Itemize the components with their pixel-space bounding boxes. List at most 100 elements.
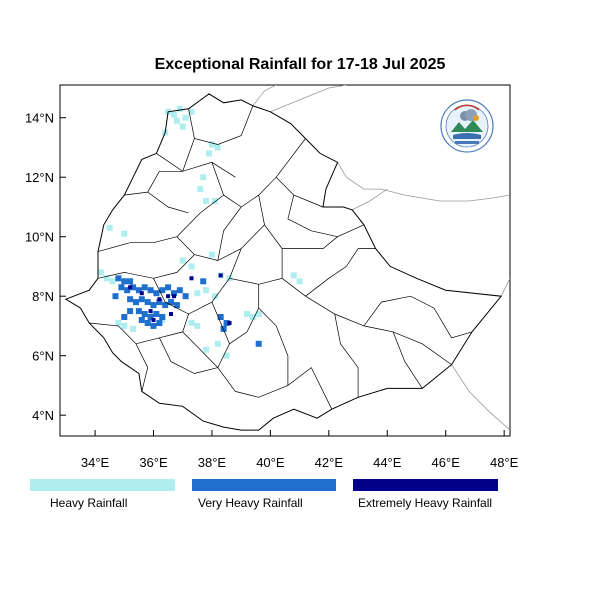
rainfall-cell-very-heavy [153, 290, 160, 297]
rainfall-cell-very-heavy [133, 299, 139, 306]
rainfall-cell-heavy [197, 186, 204, 193]
rainfall-cell-very-heavy [217, 314, 224, 320]
admin-boundary-line [182, 331, 219, 368]
rainfall-cell-extreme [139, 291, 144, 296]
admin-boundary-line [229, 248, 283, 285]
rainfall-cell-heavy [290, 272, 297, 279]
neighbor-boundary-line [252, 85, 277, 107]
rainfall-cell-heavy [203, 198, 210, 204]
x-tick-label: 44°E [373, 455, 402, 470]
rainfall-cell-heavy [179, 257, 186, 264]
rainfall-cell-heavy [203, 346, 210, 353]
rainfall-cell-very-heavy [127, 296, 134, 303]
rainfall-cell-very-heavy [135, 287, 142, 294]
rainfall-cell-very-heavy [150, 322, 157, 329]
x-tick-label: 48°E [490, 455, 519, 470]
legend-swatch-heavy [30, 479, 175, 491]
rainfall-cell-heavy [109, 278, 116, 285]
rainfall-cell-very-heavy [200, 278, 207, 285]
y-tick-label: 8°N [32, 289, 54, 304]
admin-boundary-line [229, 284, 260, 345]
rainfall-cell-extreme [128, 285, 133, 290]
rainfall-cell-heavy [208, 251, 215, 258]
admin-boundary-line [176, 194, 224, 237]
rainfall-cell-heavy [182, 114, 189, 121]
map-title: Exceptional Rainfall for 17-18 Jul 2025 [154, 56, 446, 73]
x-tick-label: 46°E [432, 455, 461, 470]
rainfall-cell-very-heavy [156, 320, 163, 326]
admin-boundary-line [182, 138, 195, 172]
rainfall-cell-heavy [121, 230, 128, 237]
x-tick-label: 42°E [315, 455, 344, 470]
rainfall-cell-heavy [223, 352, 230, 359]
rainfall-cell-very-heavy [165, 284, 172, 291]
x-tick-label: 36°E [139, 455, 168, 470]
legend-label-very-heavy: Very Heavy Rainfall [198, 496, 303, 510]
rainfall-cell-heavy [171, 111, 177, 118]
rainfall-cell-heavy [203, 287, 210, 294]
admin-boundary-line [217, 206, 242, 261]
rainfall-cell-very-heavy [121, 278, 128, 285]
admin-boundary-line [153, 248, 242, 315]
rainfall-cell-extreme [189, 276, 194, 281]
rainfall-cell-very-heavy [144, 320, 151, 326]
admin-boundary-line [217, 367, 333, 410]
y-tick-label: 10°N [25, 230, 54, 245]
rainfall-cell-very-heavy [127, 308, 134, 315]
admin-boundary-line [392, 331, 423, 389]
rainfall-cell-heavy [211, 198, 218, 204]
rainfall-cell-heavy [188, 108, 195, 115]
rainfall-cell-extreme [169, 312, 173, 316]
admin-boundary-line [211, 138, 306, 208]
rainfall-cell-very-heavy [135, 308, 142, 315]
rainfall-cell-heavy [176, 105, 183, 112]
legend-swatch-very-heavy [192, 479, 336, 491]
neighbor-boundary-line [270, 85, 347, 113]
rainfall-cell-very-heavy [115, 275, 122, 282]
rainfall-cell-very-heavy [182, 293, 189, 300]
neighbor-boundary-line [451, 364, 510, 431]
rainfall-cell-heavy [115, 320, 122, 326]
admin-boundary-line [363, 295, 473, 339]
rainfall-cell-heavy [211, 293, 218, 300]
rainfall-cell-very-heavy [121, 314, 128, 320]
rainfall-cell-very-heavy [220, 325, 227, 332]
rainfall-cell-heavy [194, 290, 201, 297]
rainfall-cell-very-heavy [156, 299, 163, 306]
rainfall-cell-very-heavy [168, 299, 174, 306]
rainfall-cell-very-heavy [147, 314, 154, 320]
rainfall-cell-very-heavy [171, 290, 177, 297]
rainfall-cell-very-heavy [159, 287, 166, 294]
rainfall-cell-heavy [103, 275, 110, 282]
rainfall-cell-very-heavy [144, 299, 151, 306]
rainfall-cell-heavy [194, 322, 201, 329]
legend-label-extreme: Extremely Heavy Rainfall [358, 496, 493, 510]
rainfall-cell-heavy [188, 320, 195, 326]
admin-boundary-line [258, 307, 289, 386]
rainfall-cell-extreme [151, 318, 156, 322]
neighbor-boundary-line [352, 188, 388, 211]
neighbor-boundary-line [500, 278, 510, 297]
rainfall-cell-very-heavy [127, 278, 134, 285]
rainfall-cell-very-heavy [153, 311, 160, 317]
admin-boundary-line [287, 195, 338, 238]
rainfall-cell-very-heavy [138, 296, 145, 303]
neighbor-boundaries [252, 85, 510, 431]
admin-boundary-line [258, 195, 365, 249]
admin-boundary-line [124, 191, 189, 214]
admin-boundaries [89, 105, 473, 410]
x-tick-label: 40°E [256, 455, 285, 470]
plot-frame [59, 84, 511, 437]
neighbor-boundary-line [337, 162, 510, 202]
rainfall-cell-very-heavy [112, 293, 119, 300]
rainfall-cell-extreme [227, 321, 232, 325]
rainfall-cell-heavy [130, 325, 137, 332]
rainfall-cell-extreme [166, 294, 171, 299]
meteorology-agency-logo [440, 99, 494, 153]
axis-ticks: 34°E 36°E 38°E 40°E 42°E 44°E 46°E 48°E 4°N 6°N 8°… [25, 111, 519, 470]
rainfall-cell-very-heavy [173, 302, 180, 309]
admin-boundary-line [147, 170, 183, 193]
rainfall-cell-very-heavy [141, 311, 148, 317]
rainfall-cell-heavy [296, 278, 303, 285]
y-tick-label: 12°N [25, 170, 54, 185]
